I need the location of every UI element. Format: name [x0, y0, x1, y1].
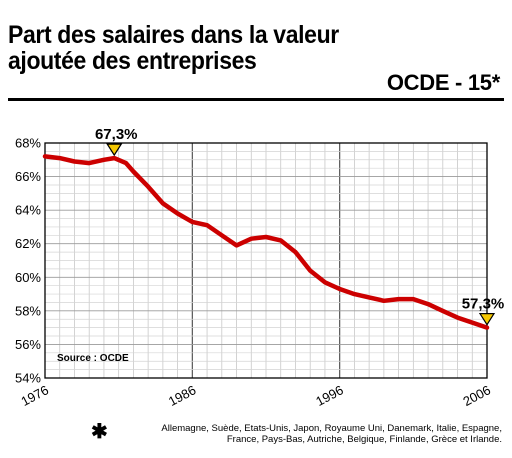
y-tick-label: 62% — [15, 236, 41, 251]
data-point — [486, 327, 488, 329]
annotation-label: 57,3% — [462, 296, 505, 313]
data-point — [103, 159, 105, 161]
x-tick-label: 2006 — [461, 382, 494, 409]
source-note: Source : OCDE — [57, 353, 129, 364]
footnote: Allemagne, Suède, Etats-Unis, Japon, Roy… — [92, 423, 502, 445]
y-tick-label: 64% — [15, 203, 41, 218]
data-point — [191, 221, 193, 223]
data-point — [88, 162, 90, 164]
title-line-1: Part des salaires dans la valeur — [8, 21, 339, 49]
data-point — [427, 303, 429, 305]
data-point — [113, 157, 115, 159]
data-point — [442, 310, 444, 312]
data-point — [294, 251, 297, 253]
data-point — [235, 244, 238, 246]
annotation-marker — [478, 313, 496, 326]
annotation-marker — [106, 143, 123, 157]
data-point — [250, 238, 252, 240]
data-point — [280, 239, 282, 241]
annotation-label: 67,3% — [95, 126, 138, 143]
data-point — [147, 186, 149, 188]
data-point — [412, 298, 414, 300]
data-point — [383, 300, 385, 302]
y-tick-label: 66% — [15, 169, 41, 184]
data-point — [339, 288, 341, 290]
data-point — [471, 322, 473, 324]
y-tick-label: 56% — [15, 337, 41, 352]
data-point — [309, 269, 311, 272]
data-point — [162, 202, 164, 205]
x-tick-label: 1976 — [19, 382, 52, 409]
title-line-2: ajoutée des entreprises — [8, 47, 257, 75]
x-tick-label: 1996 — [313, 382, 346, 409]
ocde-tag: OCDE - 15* — [386, 70, 500, 95]
plot-frame — [44, 142, 488, 379]
data-point — [177, 212, 179, 215]
y-tick-label: 58% — [15, 303, 41, 318]
data-point — [456, 316, 459, 319]
y-tick-label: 60% — [15, 270, 41, 285]
data-point — [324, 281, 326, 283]
chart-title: Part des salaires dans la valeur ajoutée… — [8, 22, 394, 74]
data-point — [206, 224, 208, 226]
data-point — [265, 236, 267, 238]
data-point — [59, 157, 61, 159]
data-point — [368, 296, 370, 299]
series-line — [42, 154, 490, 330]
data-point — [44, 155, 46, 158]
header-rule — [8, 98, 504, 101]
y-tick-label: 68% — [15, 136, 41, 151]
data-point — [125, 162, 127, 164]
y-tick-label: 54% — [15, 371, 41, 386]
data-point — [353, 293, 355, 295]
data-point — [398, 298, 400, 300]
data-point — [132, 170, 134, 173]
data-point — [73, 160, 76, 163]
footnote-line-1: Allemagne, Suède, Etats-Unis, Japon, Roy… — [161, 423, 502, 434]
footnote-marker: ✱ — [91, 421, 108, 443]
data-point — [221, 234, 223, 236]
x-tick-label: 1986 — [166, 382, 199, 409]
footnote-line-2: France, Pays-Bas, Autriche, Belgique, Fi… — [226, 434, 502, 445]
